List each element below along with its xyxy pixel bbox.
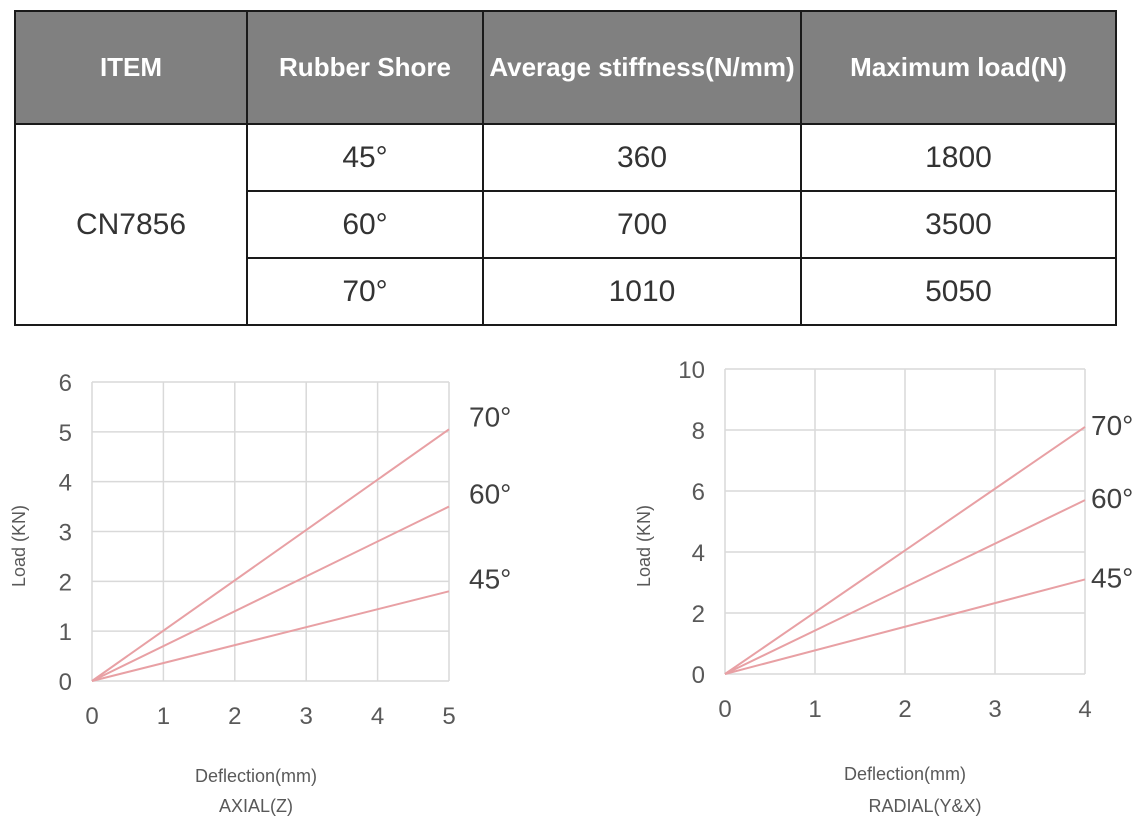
x-tick-label: 5	[442, 703, 455, 730]
x-axis-label: Deflection(mm)	[195, 766, 317, 786]
series-label: 60°	[469, 479, 511, 510]
table-row: 70° 1010 5050	[15, 257, 1117, 326]
header-item: ITEM	[14, 10, 248, 125]
table-row: 60° 700 3500	[15, 190, 1117, 259]
stiffness-cell: 1010	[482, 257, 802, 326]
max-load-cell: 1800	[800, 123, 1117, 192]
shore-cell: 60°	[246, 190, 484, 259]
chart-caption: RADIAL(Y&X)	[868, 796, 981, 816]
y-tick-label: 6	[59, 370, 72, 397]
y-tick-label: 0	[692, 662, 705, 689]
header-rubber-shore: Rubber Shore	[246, 10, 484, 125]
x-tick-label: 4	[1078, 696, 1091, 723]
radial-chart: 0 2 4 6 8 10 0 1 2 3 4 70° 60° 45° Load (KN) Deflection…	[634, 357, 1133, 816]
y-tick-label: 4	[692, 540, 705, 567]
x-tick-label: 0	[85, 703, 98, 730]
y-tick-label: 1	[59, 619, 72, 646]
series-line	[724, 578, 1086, 675]
y-axis-label: Load (KN)	[634, 505, 654, 587]
y-axis-label: Load (KN)	[9, 505, 29, 587]
max-load-cell: 5050	[800, 257, 1117, 326]
stiffness-cell: 700	[482, 190, 802, 259]
series-label: 60°	[1091, 483, 1133, 514]
x-tick-label: 4	[371, 703, 384, 730]
x-tick-label: 0	[718, 696, 731, 723]
header-average-stiffness: Average stiffness(N/mm)	[482, 10, 802, 125]
y-tick-label: 2	[692, 601, 705, 628]
stiffness-cell: 360	[482, 123, 802, 192]
x-tick-label: 3	[300, 703, 313, 730]
series-line	[91, 505, 450, 682]
series-label: 45°	[469, 563, 511, 594]
shore-cell: 45°	[246, 123, 484, 192]
table-header-row: ITEM Rubber Shore Average stiffness(N/mm…	[14, 10, 1117, 125]
series-label: 45°	[1091, 562, 1133, 593]
max-load-cell: 3500	[800, 190, 1117, 259]
y-tick-label: 5	[59, 420, 72, 447]
header-maximum-load: Maximum load(N)	[800, 10, 1117, 125]
spec-table: ITEM Rubber Shore Average stiffness(N/mm…	[14, 10, 1117, 326]
x-tick-label: 3	[988, 696, 1001, 723]
series-line	[724, 499, 1086, 675]
axial-chart: 0 1 2 3 4 5 6 0 1 2 3 4 5 70° 60° 45° Load (KN) Deflectio…	[9, 370, 511, 816]
series-label: 70°	[1091, 410, 1133, 441]
chart-caption: AXIAL(Z)	[219, 796, 293, 816]
y-tick-label: 8	[692, 418, 705, 445]
y-tick-label: 4	[59, 470, 72, 497]
x-tick-label: 2	[228, 703, 241, 730]
x-tick-label: 2	[898, 696, 911, 723]
x-tick-label: 1	[808, 696, 821, 723]
table-row: CN7856 45° 360 1800	[14, 123, 1117, 326]
y-tick-label: 10	[678, 357, 705, 384]
y-tick-label: 6	[692, 479, 705, 506]
shore-cell: 70°	[246, 257, 484, 326]
series-label: 70°	[469, 401, 511, 432]
series-line	[91, 428, 450, 682]
series-line	[91, 590, 450, 682]
y-tick-label: 3	[59, 520, 72, 547]
y-tick-label: 0	[59, 669, 72, 696]
x-axis-label: Deflection(mm)	[844, 764, 966, 784]
x-tick-label: 1	[157, 703, 170, 730]
series-line	[724, 426, 1086, 675]
item-cell: CN7856	[14, 123, 248, 326]
y-tick-label: 2	[59, 569, 72, 596]
